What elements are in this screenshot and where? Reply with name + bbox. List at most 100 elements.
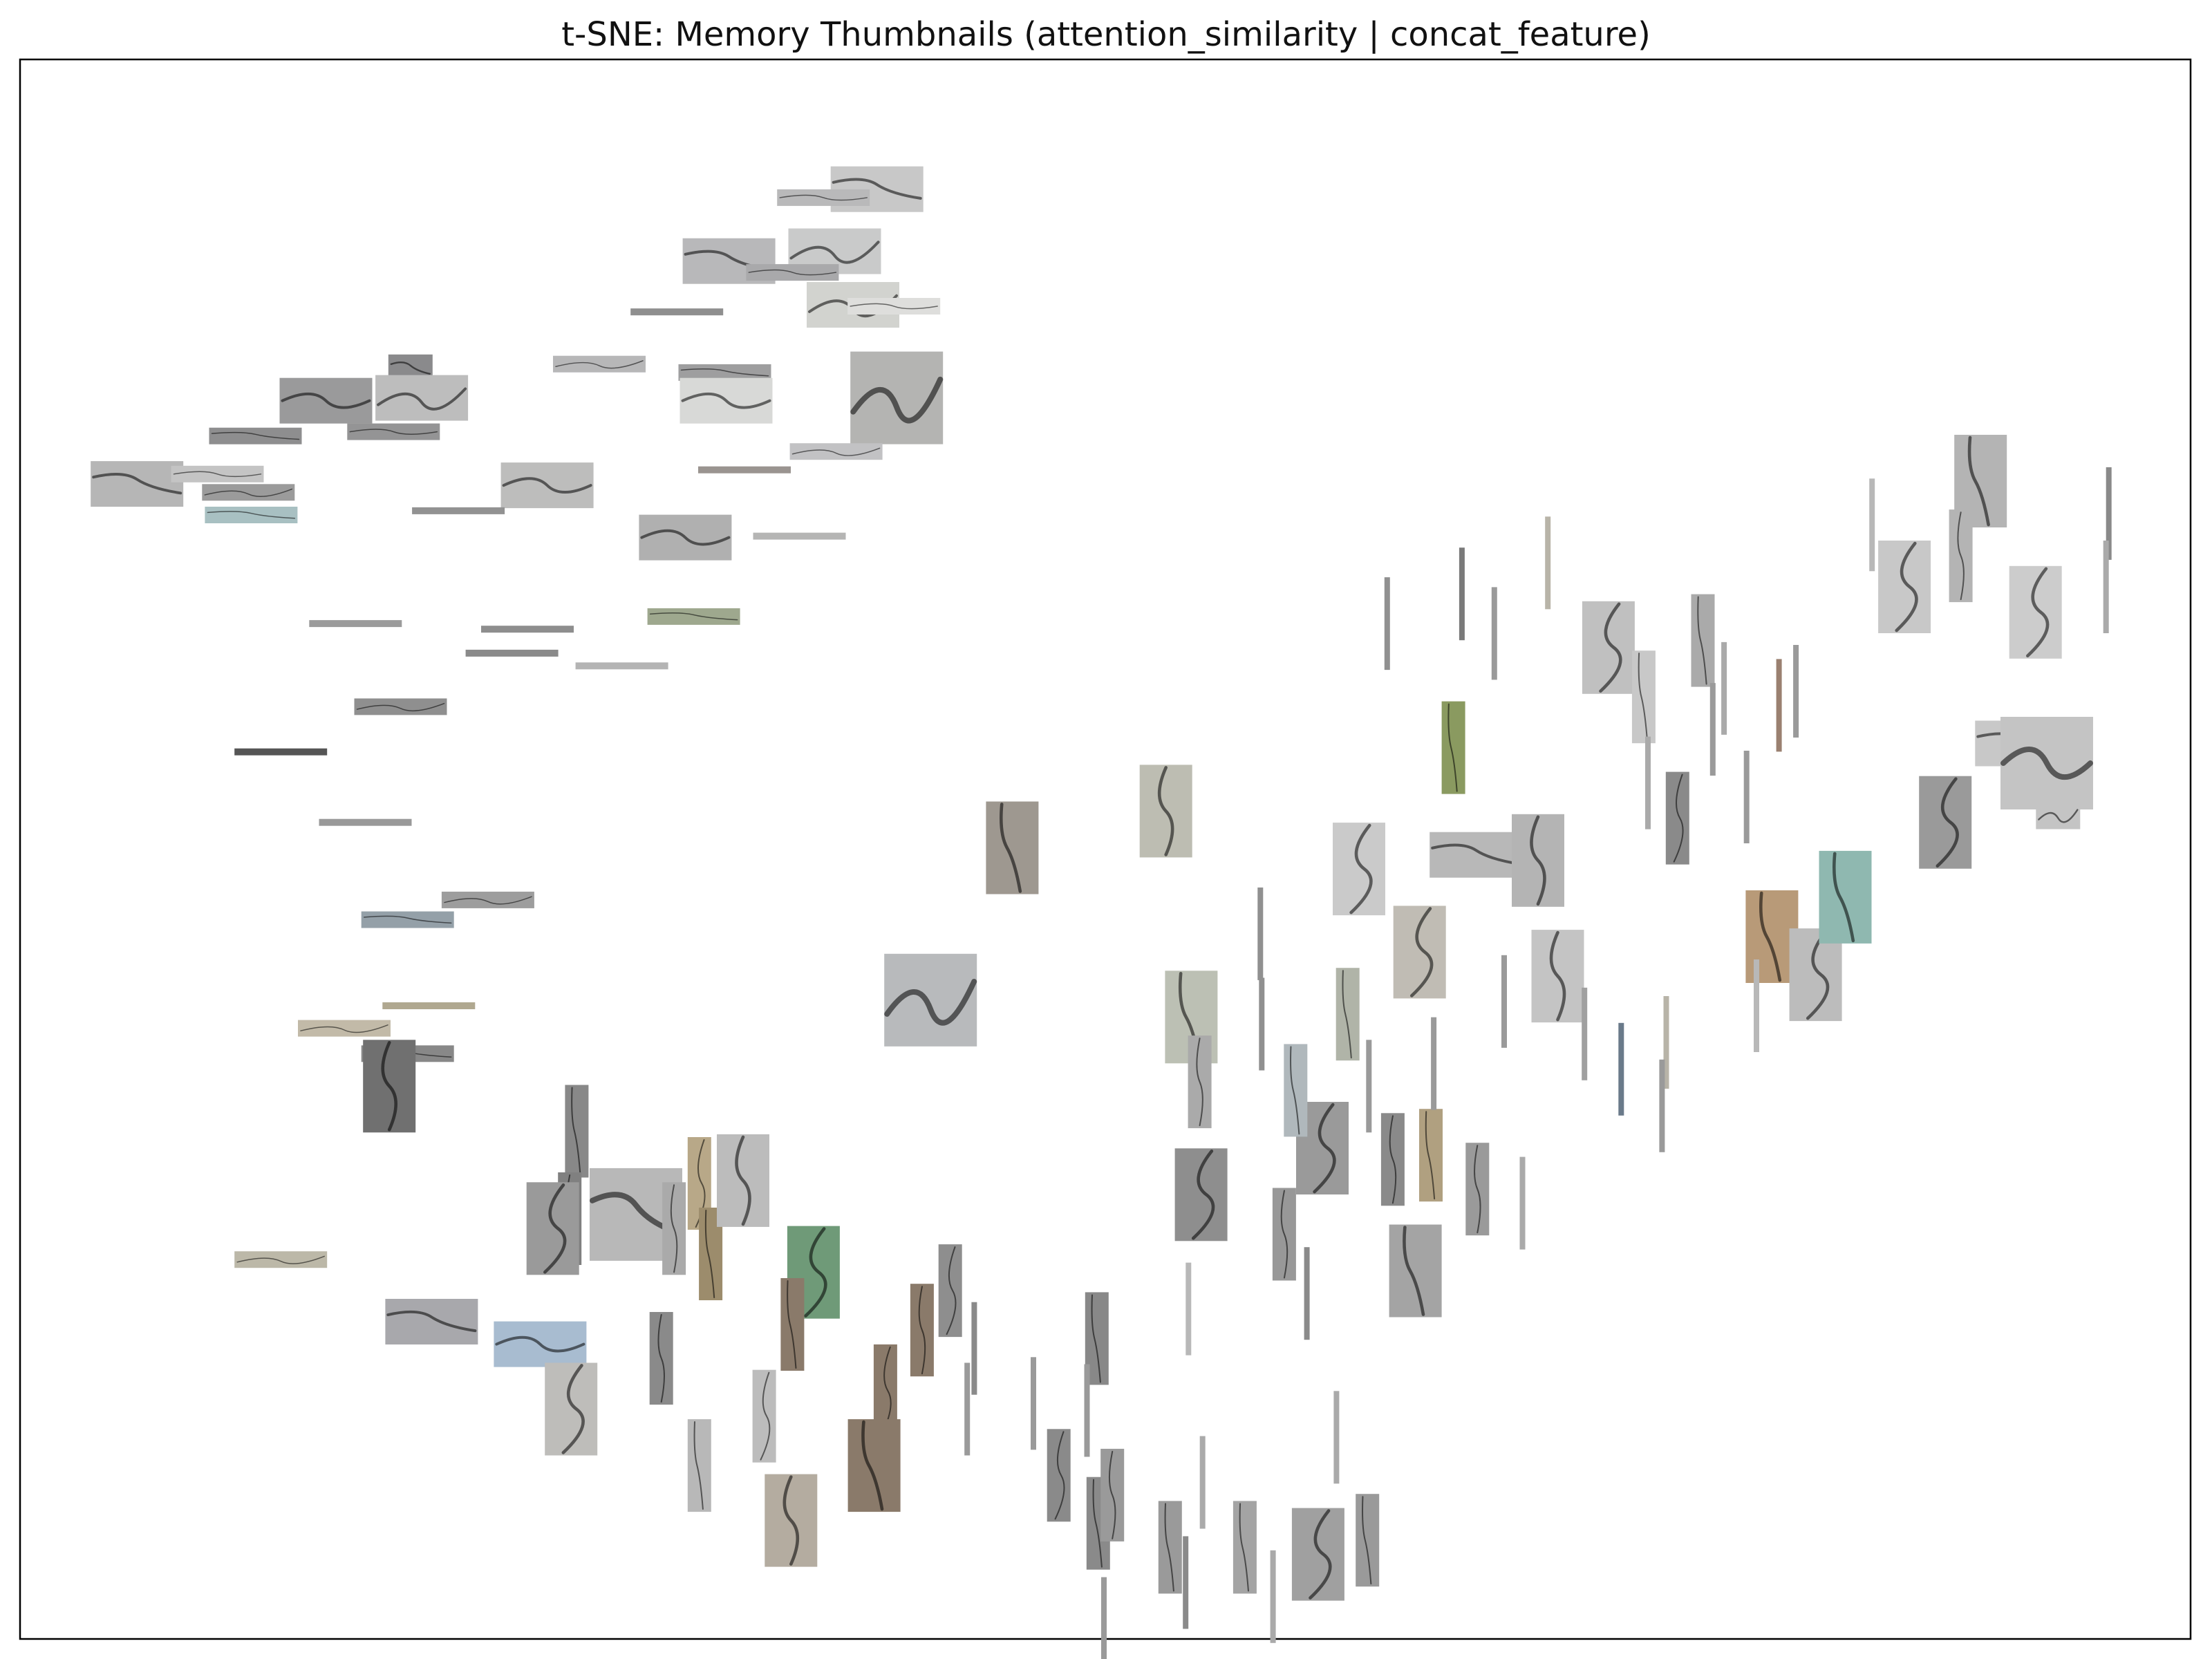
thumbnail-image: [1384, 577, 1390, 671]
crack-line: [390, 362, 431, 375]
thumbnail-image: [565, 1085, 589, 1178]
thumbnail-image: [971, 1302, 977, 1395]
crack-line: [349, 429, 438, 435]
thumbnail-image: [1721, 641, 1727, 735]
thumbnail-image: [575, 662, 668, 670]
thumbnail-point: [565, 1085, 589, 1178]
thumbnail-point: [205, 507, 298, 523]
thumbnail-point: [1232, 1501, 1257, 1594]
thumbnail-image: [752, 1369, 776, 1463]
thumbnail-point: [1185, 1262, 1192, 1356]
crack-line: [363, 915, 452, 924]
thumbnail-point: [1188, 1035, 1212, 1129]
thumbnail-point: [1721, 641, 1727, 735]
thumbnail-image: [1789, 928, 1842, 1022]
thumbnail-image: [1501, 955, 1507, 1048]
thumbnail-point: [1459, 547, 1465, 641]
thumbnail-point: [847, 1419, 901, 1512]
thumbnail-image: [1819, 850, 1872, 944]
crack-line: [1530, 815, 1546, 906]
thumbnail-point: [234, 748, 328, 756]
thumbnail-point: [1919, 776, 1972, 869]
thumbnail-image: [1665, 771, 1689, 865]
crack-line: [1474, 1145, 1481, 1234]
thumbnail-image: [630, 308, 724, 316]
crack-line: [1833, 852, 1855, 943]
thumbnail-point: [1491, 587, 1497, 680]
crack-line: [787, 1280, 797, 1369]
thumbnail-point: [1869, 478, 1875, 572]
crack-line: [1425, 1111, 1436, 1200]
thumbnail-point: [385, 1299, 478, 1344]
thumbnail-point: [1272, 1188, 1296, 1281]
thumbnail-point: [1878, 541, 1931, 633]
thumbnail-image: [1431, 1017, 1437, 1110]
crack-line: [1759, 891, 1782, 982]
crack-line: [670, 1184, 678, 1273]
crack-line: [1967, 435, 1990, 527]
crack-line: [236, 1255, 325, 1264]
axes-frame: [19, 58, 2192, 1640]
thumbnail-point: [1139, 765, 1192, 858]
crack-line: [789, 241, 880, 264]
thumbnail-image: [1185, 1262, 1192, 1356]
thumbnail-image: [1582, 601, 1635, 694]
crack-line: [1599, 602, 1622, 693]
thumbnail-point: [649, 1312, 673, 1405]
thumbnail-point: [382, 1002, 476, 1009]
thumbnail-point: [1645, 736, 1651, 830]
thumbnail-point: [412, 507, 505, 514]
thumbnail-image: [1582, 987, 1588, 1080]
thumbnail-image: [964, 1362, 971, 1456]
crack-line: [1549, 930, 1566, 1022]
thumbnail-point: [1084, 1364, 1090, 1457]
crack-line: [1957, 512, 1965, 601]
crack-line: [281, 392, 371, 409]
crack-line: [1054, 1431, 1065, 1520]
thumbnail-point: [494, 1321, 587, 1367]
thumbnail-image: [1158, 1501, 1182, 1594]
thumbnail-image: [2009, 565, 2062, 659]
thumbnail-point: [1393, 906, 1446, 999]
thumbnail-point: [884, 953, 977, 1047]
thumbnail-point: [1335, 968, 1360, 1061]
thumbnail-point: [1199, 1436, 1206, 1529]
thumbnail-image: [1333, 823, 1385, 916]
thumbnail-point: [1709, 683, 1716, 776]
thumbnail-point: [1259, 977, 1265, 1071]
crack-line: [381, 1040, 397, 1132]
crack-line: [884, 979, 977, 1026]
thumbnail-point: [647, 608, 740, 625]
crack-line: [804, 1227, 827, 1318]
crack-line: [2000, 746, 2094, 780]
crack-line: [2026, 567, 2050, 658]
thumbnail-image: [2106, 467, 2112, 560]
thumbnail-point: [780, 1278, 805, 1371]
crack-line: [495, 1335, 585, 1353]
thumbnail-point: [1304, 1247, 1310, 1340]
crack-line: [1191, 1150, 1215, 1240]
thumbnail-point: [1949, 509, 1973, 603]
crack-line: [1673, 774, 1684, 863]
crack-line: [1309, 1509, 1332, 1600]
crack-line: [211, 431, 300, 440]
thumbnail-point: [2000, 717, 2094, 809]
crack-line: [561, 1364, 585, 1454]
thumbnail-point: [553, 355, 646, 373]
crack-line: [1164, 1503, 1174, 1592]
crack-line: [502, 477, 592, 494]
thumbnail-image: [1393, 906, 1446, 999]
crack-line: [92, 472, 182, 495]
thumbnail-image: [698, 466, 791, 474]
thumbnail-point: [1776, 659, 1782, 752]
crack-line: [946, 1246, 957, 1335]
thumbnail-image: [309, 620, 402, 628]
thumbnail-point: [2009, 565, 2062, 659]
thumbnail-image: [1709, 683, 1716, 776]
thumbnail-image: [1270, 1550, 1276, 1643]
thumbnail-image: [938, 1244, 962, 1338]
thumbnail-image: [1389, 1224, 1442, 1318]
thumbnail-image: [1491, 587, 1497, 680]
thumbnail-image: [1183, 1536, 1189, 1629]
